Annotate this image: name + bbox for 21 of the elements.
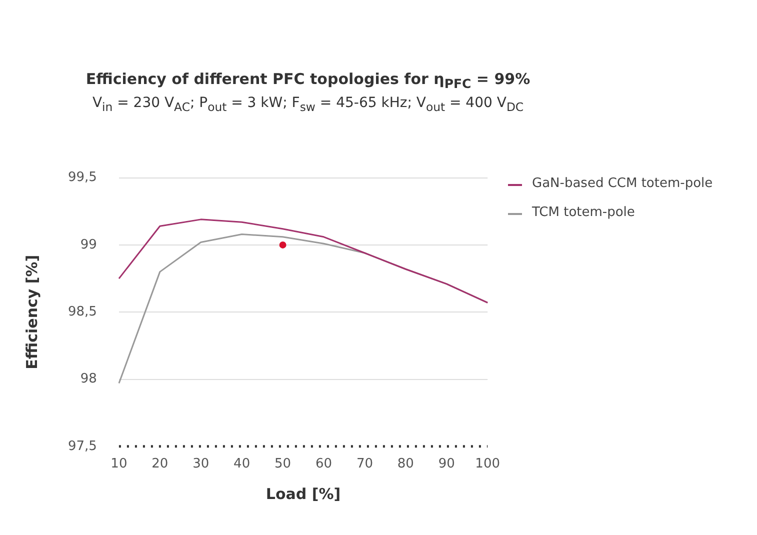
legend-label: TCM totem-pole: [532, 205, 635, 220]
x-tick-label: 100: [475, 456, 500, 472]
y-tick-label: 98: [80, 372, 97, 387]
x-tick-label: 10: [110, 456, 128, 472]
y-axis-title: Efficiency [%]: [22, 254, 41, 370]
x-axis-title: Load [%]: [266, 484, 341, 503]
y-tick-label: 97,5: [68, 438, 97, 454]
y-tick-label: 99,5: [68, 170, 97, 186]
x-tick-label: 70: [356, 456, 373, 472]
x-tick-label: 60: [315, 456, 332, 472]
x-tick-label: 80: [397, 456, 414, 472]
legend-label: GaN-based CCM totem-pole: [532, 176, 713, 191]
y-tick-label: 98,5: [68, 304, 97, 320]
x-tick-label: 20: [152, 456, 168, 472]
x-tick-label: 50: [274, 456, 292, 472]
text: V$_{in}$ = 230 V$_{AC}$; P$_{out}$ = 3 kW; F$_{sw}$ = 45-65 kHz; V$_{out}$ = 400 V$_{DC}$: [92, 95, 524, 114]
chart-title: Efficiency of different PFC topologies for η$_{PFC}$ = 99%: [84, 70, 532, 91]
x-tick-label: 90: [438, 456, 455, 472]
x-tick-label: 40: [234, 456, 250, 472]
x-tick-label: 30: [192, 456, 210, 472]
y-tick-label: 99: [80, 237, 97, 252]
